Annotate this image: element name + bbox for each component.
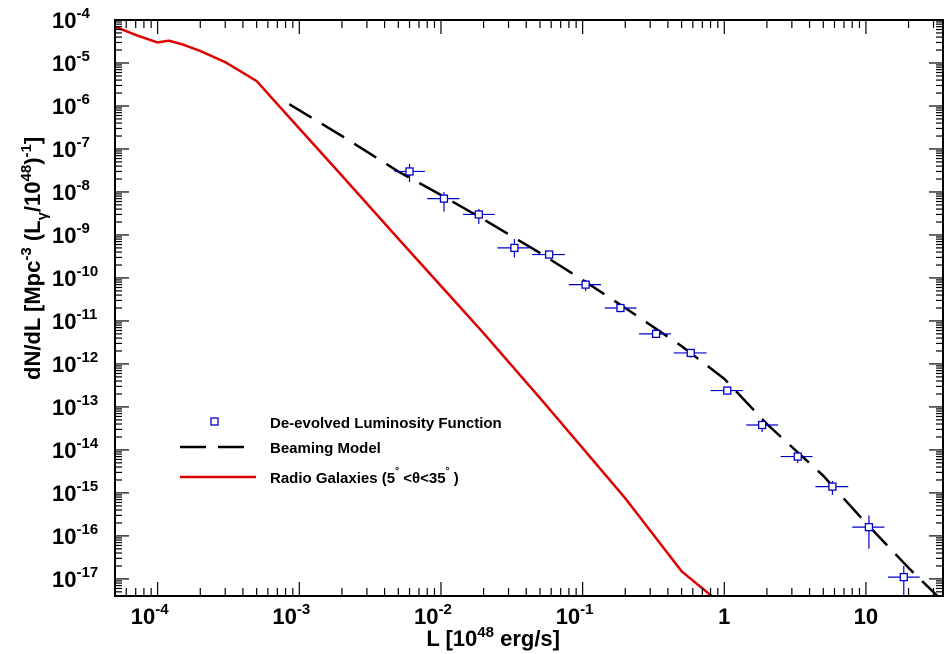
y-tick-label: 10-4 bbox=[52, 5, 90, 33]
x-axis-ticks bbox=[114, 20, 935, 596]
x-tick-label: 1 bbox=[718, 604, 730, 629]
data-marker bbox=[405, 167, 414, 176]
y-tick-label: 10-17 bbox=[52, 564, 98, 592]
luminosity-function-point bbox=[746, 419, 779, 433]
y-tick-label: 10-13 bbox=[52, 392, 98, 420]
beaming-model-line bbox=[288, 103, 940, 596]
data-marker bbox=[510, 243, 519, 253]
data-marker bbox=[723, 386, 732, 395]
y-tick-label: 10-10 bbox=[52, 263, 98, 291]
data-marker bbox=[828, 482, 837, 491]
y-tick-label: 10-12 bbox=[52, 349, 98, 377]
luminosity-function-point bbox=[394, 163, 425, 183]
data-marker bbox=[757, 420, 767, 430]
luminosity-function-point bbox=[462, 209, 495, 224]
data-marker bbox=[439, 194, 449, 203]
luminosity-function-point bbox=[568, 279, 602, 291]
legend-label-luminosity-function: De-evolved Luminosity Function bbox=[270, 415, 502, 432]
data-marker bbox=[474, 210, 483, 219]
y-tick-label: 10-5 bbox=[52, 48, 90, 76]
luminosity-function-point bbox=[427, 191, 460, 212]
y-tick-label: 10-9 bbox=[52, 220, 90, 248]
legend: De-evolved Luminosity Function Beaming M… bbox=[180, 415, 502, 487]
data-marker bbox=[616, 303, 625, 313]
plot-frame bbox=[114, 19, 944, 597]
y-axis-tick-labels: 10-4 10-5 10-6 10-7 10-8 10-9 10-10 10-11 10-12 1… bbox=[52, 5, 99, 592]
y-axis-title: dN/dL [Mpc-3 (Lγ/1048)-1] bbox=[18, 137, 51, 380]
y-tick-label: 10-11 bbox=[52, 306, 97, 334]
y-tick-label: 10-6 bbox=[52, 91, 90, 119]
data-marker bbox=[899, 572, 908, 582]
y-tick-label: 10-15 bbox=[52, 478, 98, 506]
luminosity-function-point bbox=[710, 386, 743, 395]
legend-label-radio-galaxies: Radio Galaxies (5° <θ<35° ) bbox=[270, 466, 459, 487]
legend-label-beaming-model: Beaming Model bbox=[270, 440, 381, 457]
y-tick-label: 10-14 bbox=[52, 435, 99, 463]
data-marker bbox=[793, 452, 802, 461]
y-axis-ticks bbox=[115, 19, 943, 597]
luminosity-function-point bbox=[815, 480, 849, 495]
legend-marker-luminosity-function bbox=[210, 417, 219, 426]
data-marker bbox=[581, 280, 590, 289]
luminosity-function-point bbox=[638, 329, 671, 339]
luminosity-function-point bbox=[673, 348, 707, 358]
x-tick-label: 10 bbox=[854, 604, 878, 629]
radio-galaxies-line bbox=[115, 25, 714, 596]
plot-area bbox=[115, 25, 940, 596]
x-axis-title: L [1048 erg/s] bbox=[426, 624, 560, 651]
data-marker bbox=[651, 329, 661, 339]
luminosity-function-point bbox=[497, 239, 530, 258]
data-marker bbox=[544, 250, 554, 259]
x-tick-label: 10-1 bbox=[556, 601, 594, 629]
x-axis-tick-labels: 10-4 10-3 10-2 10-1 1 10 bbox=[131, 601, 878, 629]
x-tick-label: 10-4 bbox=[131, 601, 169, 629]
y-tick-label: 10-8 bbox=[52, 177, 90, 205]
luminosity-function-point bbox=[852, 515, 885, 549]
y-tick-label: 10-7 bbox=[52, 134, 90, 162]
x-tick-label: 10-2 bbox=[414, 601, 452, 629]
luminosity-function-point bbox=[532, 250, 565, 259]
luminosity-function-point bbox=[887, 565, 920, 596]
luminosity-function-point bbox=[604, 303, 637, 313]
data-marker bbox=[864, 522, 874, 532]
data-marker bbox=[686, 348, 695, 358]
luminosity-function-point bbox=[780, 451, 813, 463]
y-tick-label: 10-16 bbox=[52, 521, 98, 549]
x-tick-label: 10-3 bbox=[272, 601, 310, 629]
